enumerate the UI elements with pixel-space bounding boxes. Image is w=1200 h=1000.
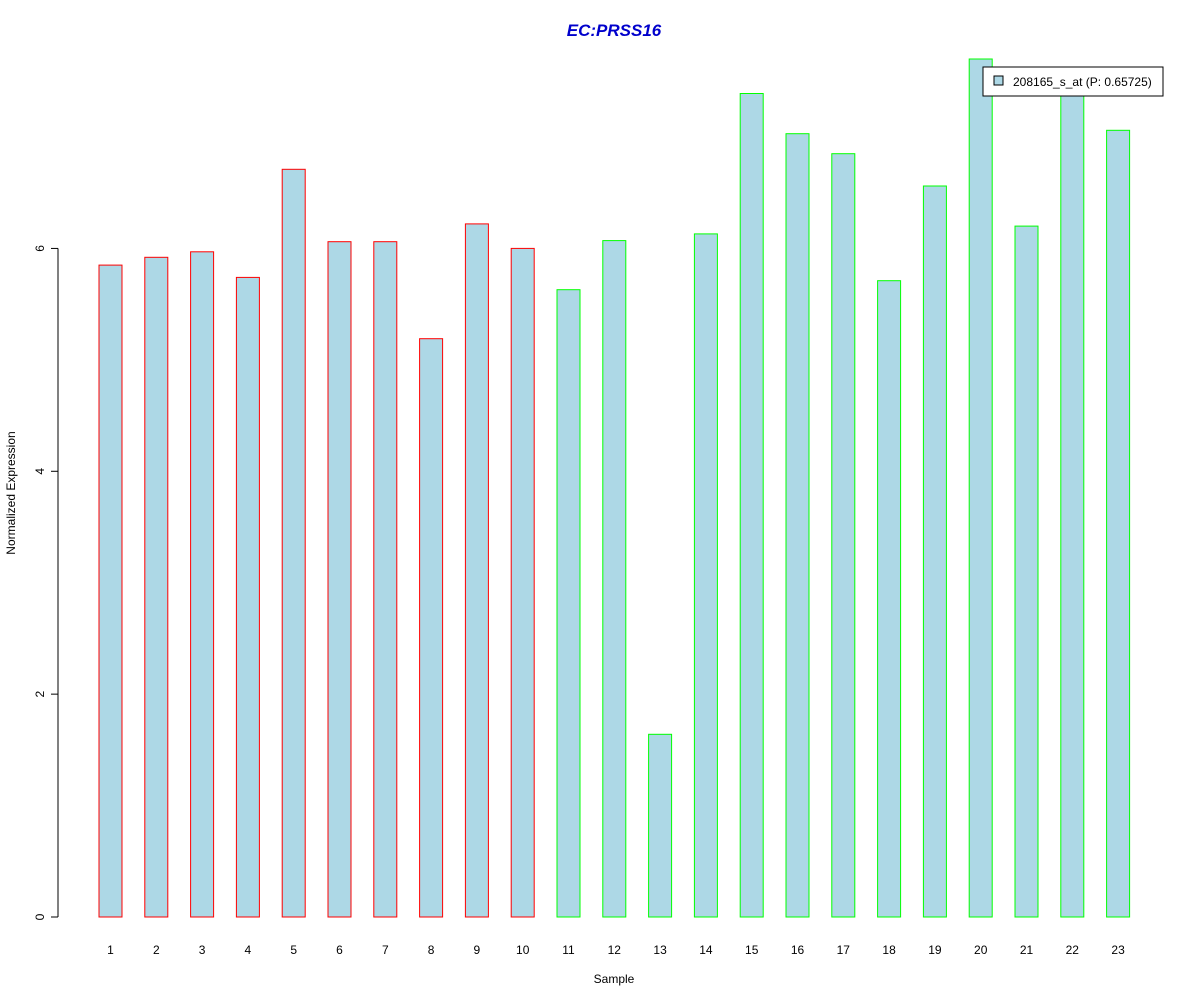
bar-sample-9 bbox=[464, 223, 489, 918]
bar-sample-5 bbox=[281, 168, 306, 918]
x-tick-label: 22 bbox=[1066, 943, 1080, 957]
bar-sample-17 bbox=[831, 153, 856, 918]
y-tick-label: 6 bbox=[33, 245, 47, 252]
legend: 208165_s_at (P: 0.65725) bbox=[982, 66, 1164, 97]
bar-sample-12 bbox=[602, 240, 627, 918]
bar-sample-3 bbox=[190, 251, 215, 918]
y-tick-label: 4 bbox=[33, 468, 47, 475]
x-tick-label: 21 bbox=[1020, 943, 1034, 957]
bar-sample-2 bbox=[144, 256, 169, 918]
x-tick-label: 18 bbox=[882, 943, 896, 957]
y-axis: 0 2 4 6 bbox=[33, 245, 59, 920]
legend-label: 208165_s_at (P: 0.65725) bbox=[1013, 75, 1152, 89]
bar-sample-22 bbox=[1060, 91, 1085, 918]
bar-sample-1 bbox=[98, 264, 123, 918]
chart-title: EC:PRSS16 bbox=[567, 21, 662, 40]
x-tick-label: 14 bbox=[699, 943, 713, 957]
bar-sample-15 bbox=[739, 93, 764, 918]
bar-sample-7 bbox=[373, 241, 398, 918]
x-tick-label: 3 bbox=[199, 943, 206, 957]
bar-sample-6 bbox=[327, 241, 352, 918]
y-tick-label: 0 bbox=[33, 913, 47, 920]
x-tick-label: 16 bbox=[791, 943, 805, 957]
x-tick-label: 1 bbox=[107, 943, 114, 957]
bar-sample-16 bbox=[785, 133, 810, 918]
x-tick-label: 9 bbox=[474, 943, 481, 957]
bars-group bbox=[98, 58, 1131, 918]
legend-box bbox=[982, 66, 1164, 97]
bar-sample-23 bbox=[1106, 129, 1131, 918]
x-tick-label: 2 bbox=[153, 943, 160, 957]
bar-sample-8 bbox=[419, 338, 444, 918]
bar-sample-14 bbox=[693, 233, 718, 918]
x-tick-label: 13 bbox=[653, 943, 667, 957]
x-tick-label: 23 bbox=[1111, 943, 1125, 957]
x-tick-label: 19 bbox=[928, 943, 942, 957]
x-tick-label: 6 bbox=[336, 943, 343, 957]
x-tick-label: 12 bbox=[608, 943, 622, 957]
y-axis-title: Normalized Expression bbox=[4, 431, 18, 554]
x-tick-label: 7 bbox=[382, 943, 389, 957]
x-tick-label: 4 bbox=[245, 943, 252, 957]
x-tick-label: 15 bbox=[745, 943, 759, 957]
x-tick-label: 10 bbox=[516, 943, 530, 957]
bar-sample-20 bbox=[968, 58, 993, 918]
x-tick-label: 5 bbox=[290, 943, 297, 957]
x-tick-label: 8 bbox=[428, 943, 435, 957]
x-tick-label: 11 bbox=[562, 943, 575, 957]
bar-sample-13 bbox=[648, 733, 673, 918]
bar-sample-18 bbox=[877, 280, 902, 918]
x-tick-label: 17 bbox=[837, 943, 851, 957]
x-axis-labels: 1 2 3 4 5 6 7 8 9 10 11 12 13 14 15 16 17 18 19 20 21 22 23 bbox=[107, 943, 1125, 957]
legend-swatch bbox=[993, 75, 1004, 86]
bar-sample-21 bbox=[1014, 225, 1039, 918]
x-axis-title: Sample bbox=[594, 972, 635, 986]
y-tick-label: 2 bbox=[33, 690, 47, 697]
bar-sample-4 bbox=[235, 276, 260, 918]
bar-sample-10 bbox=[510, 247, 535, 918]
bar-sample-19 bbox=[922, 185, 947, 918]
bar-sample-11 bbox=[556, 289, 581, 918]
x-tick-label: 20 bbox=[974, 943, 988, 957]
